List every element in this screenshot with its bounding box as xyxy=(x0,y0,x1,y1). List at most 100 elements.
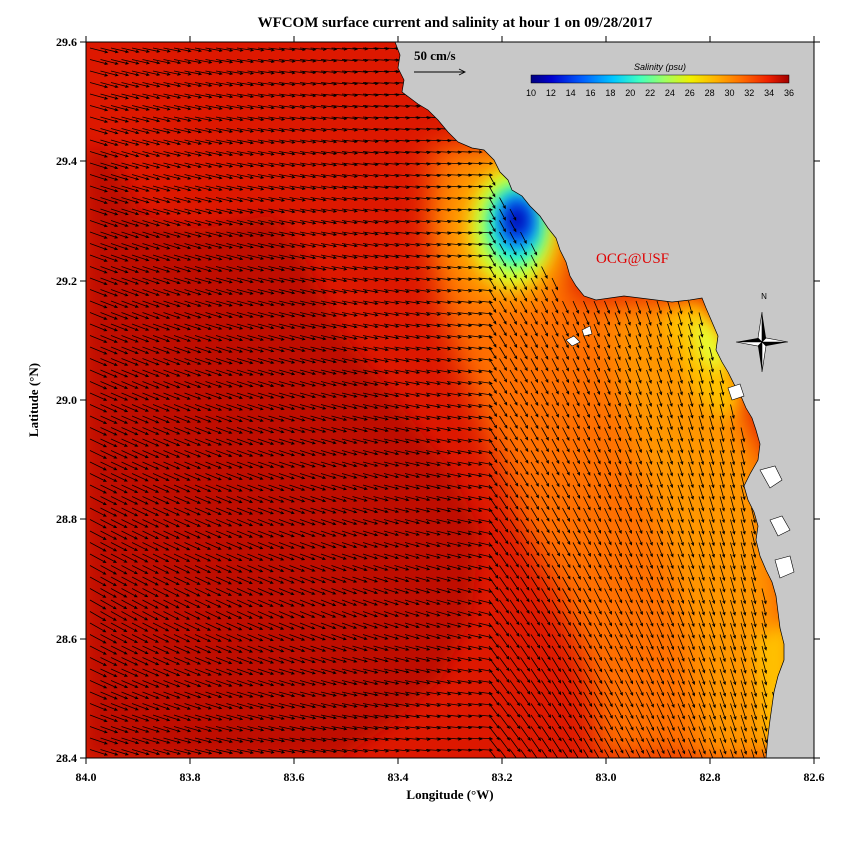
current-vector xyxy=(614,358,621,373)
current-vector xyxy=(352,427,369,433)
current-vector xyxy=(121,576,138,586)
current-vector xyxy=(89,243,108,251)
current-vector xyxy=(89,450,108,459)
current-vector xyxy=(520,346,528,360)
current-vector xyxy=(226,93,244,99)
current-vector xyxy=(341,277,358,282)
current-vector xyxy=(352,415,368,421)
current-vector xyxy=(110,335,129,343)
current-vector xyxy=(488,289,497,302)
current-vector xyxy=(299,530,316,537)
current-vector xyxy=(289,70,307,75)
current-vector xyxy=(289,128,307,133)
current-vector xyxy=(467,530,483,536)
current-vector xyxy=(289,151,307,156)
current-vector xyxy=(331,277,348,283)
current-vector xyxy=(719,404,725,419)
current-vector xyxy=(257,473,275,480)
current-vector xyxy=(572,312,579,326)
current-vector xyxy=(352,266,369,271)
current-vector xyxy=(163,335,181,342)
current-vector xyxy=(331,450,348,456)
current-vector xyxy=(226,116,244,122)
current-vector xyxy=(163,507,180,516)
current-vector xyxy=(278,323,296,329)
current-vector xyxy=(446,358,462,362)
current-vector xyxy=(509,220,517,233)
current-vector xyxy=(436,323,452,328)
current-vector xyxy=(163,484,181,493)
current-vector xyxy=(341,266,358,271)
current-vector xyxy=(121,289,140,297)
current-vector xyxy=(110,461,128,470)
current-vector xyxy=(226,427,243,434)
current-vector xyxy=(646,415,653,431)
current-vector xyxy=(509,484,519,499)
current-vector xyxy=(194,323,212,330)
current-vector xyxy=(362,461,379,467)
current-vector xyxy=(373,346,389,352)
x-axis-label: Longitude (°W) xyxy=(406,787,493,802)
current-vector xyxy=(478,450,493,455)
current-vector xyxy=(247,507,264,515)
current-vector xyxy=(415,392,431,397)
current-vector xyxy=(499,369,508,383)
current-vector xyxy=(236,530,253,538)
current-vector xyxy=(173,323,191,331)
current-vector xyxy=(89,277,108,285)
current-vector xyxy=(530,438,539,453)
current-vector xyxy=(152,128,171,134)
current-vector xyxy=(194,151,213,157)
current-vector xyxy=(194,496,212,504)
current-vector xyxy=(352,519,368,525)
current-vector xyxy=(467,381,483,385)
y-tick-label: 28.8 xyxy=(56,512,77,526)
current-vector xyxy=(247,289,265,295)
current-vector xyxy=(593,369,600,384)
current-vector xyxy=(299,542,316,549)
current-vector xyxy=(572,588,581,603)
current-vector xyxy=(131,565,149,574)
current-vector xyxy=(278,151,296,156)
current-vector xyxy=(131,576,149,586)
current-vector xyxy=(121,358,139,366)
current-vector xyxy=(362,576,379,583)
current-vector xyxy=(299,93,317,98)
current-vector xyxy=(194,231,213,238)
current-vector xyxy=(278,300,296,306)
current-vector xyxy=(257,47,275,52)
current-vector xyxy=(89,599,107,610)
current-vector xyxy=(635,484,643,500)
current-vector xyxy=(184,599,201,608)
current-vector xyxy=(383,415,400,421)
current-vector xyxy=(425,404,441,409)
current-vector xyxy=(142,220,161,227)
current-vector xyxy=(520,266,527,279)
current-vector xyxy=(478,196,494,200)
current-vector xyxy=(299,300,317,306)
current-vector xyxy=(520,473,529,487)
current-vector xyxy=(698,530,705,547)
current-vector xyxy=(709,346,714,361)
current-vector xyxy=(541,289,548,303)
current-vector xyxy=(457,542,472,547)
current-vector xyxy=(89,70,109,77)
current-vector xyxy=(110,576,128,586)
current-vector xyxy=(404,266,421,270)
current-vector xyxy=(614,542,622,558)
current-vector xyxy=(730,415,735,431)
current-vector xyxy=(121,404,139,412)
current-vector xyxy=(467,369,483,374)
current-vector xyxy=(436,473,452,478)
current-vector xyxy=(142,116,161,123)
current-vector xyxy=(541,507,550,522)
current-vector xyxy=(226,450,243,457)
current-vector xyxy=(289,427,306,433)
current-vector xyxy=(89,128,109,135)
current-vector xyxy=(425,496,441,501)
current-vector xyxy=(562,530,571,545)
current-vector xyxy=(551,542,561,557)
current-vector xyxy=(509,427,518,441)
current-vector xyxy=(100,519,118,529)
current-vector xyxy=(740,450,746,466)
